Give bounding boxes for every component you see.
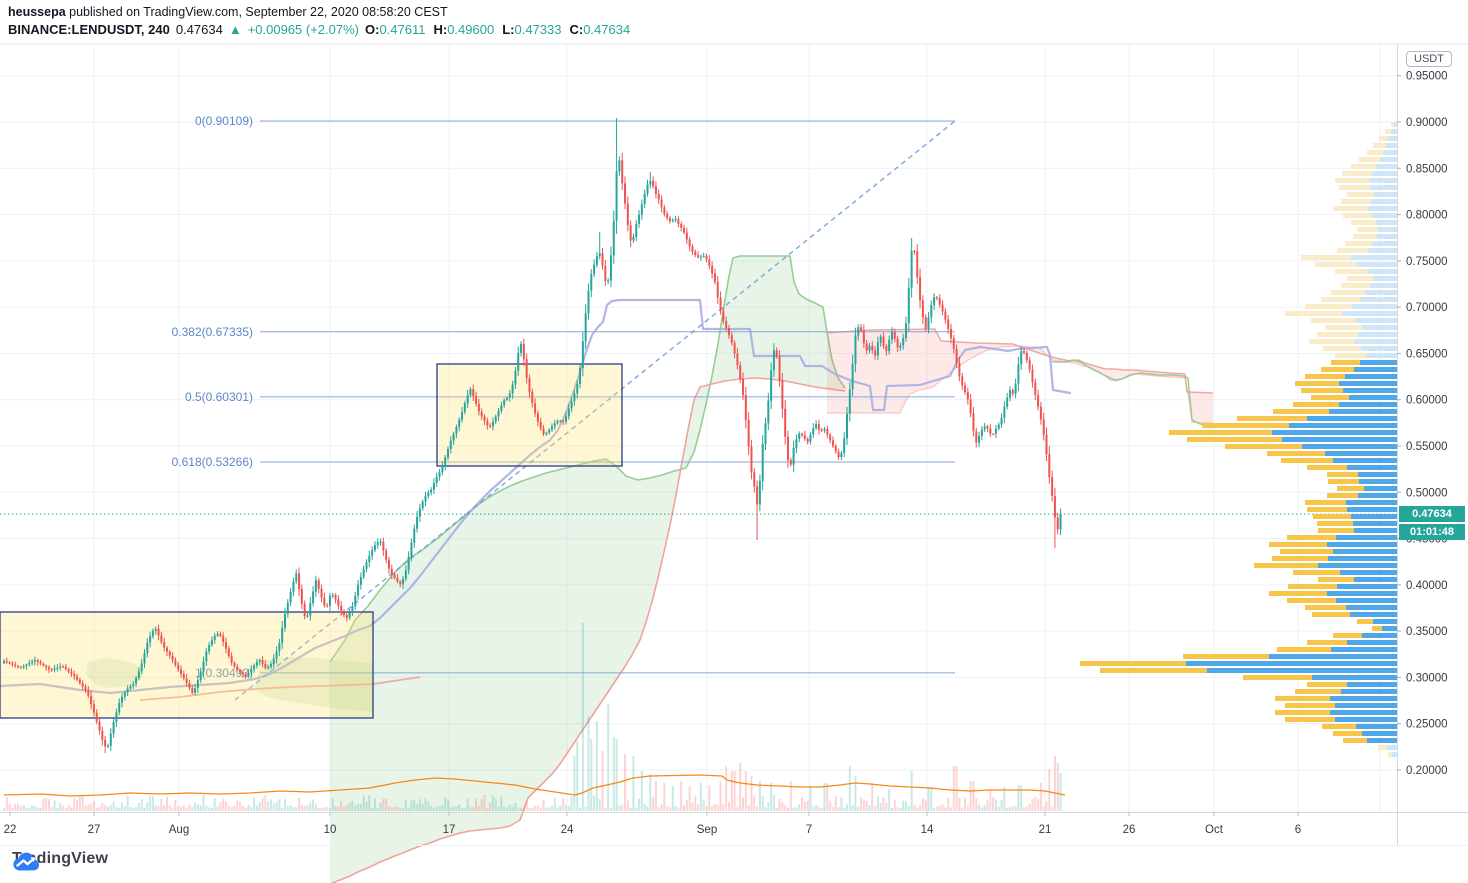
publish-info: heussepa published on TradingView.com, S… [8,4,630,21]
time-tick-label: 10 [324,824,337,836]
time-tick-label: 26 [1123,824,1136,836]
publish-text: published on TradingView.com, September … [65,5,448,19]
layer-boxes [0,363,623,719]
up-arrow-icon: ▲ [228,22,242,37]
time-tick-label: Aug [169,824,189,836]
time-tick-label: 7 [806,824,812,836]
time-tick-label: 21 [1039,824,1052,836]
svg-text:0(0.90109): 0(0.90109) [195,114,253,128]
last-price: 0.47634 [175,22,223,37]
layer-clouds [0,255,1214,883]
time-tick-label: Sep [697,824,717,836]
price-tick-label: 0.80000 [1406,210,1448,222]
currency-unit-badge: USDT [1406,51,1452,67]
ohlc-high: H:0.49600 [433,22,495,37]
ohlc-values: O:0.47611 H:0.49600 L:0.47333 C:0.47634 [365,21,630,39]
publisher-name[interactable]: heussepa [8,5,66,19]
layer-profile [1080,122,1397,757]
layer-axes: 0.95000 0.90000 0.85000 0.80000 0.75000 0.700… [0,43,1468,846]
tradingview-cloud-icon [13,852,40,871]
price-change: +0.00965 (+2.07%) [247,22,359,37]
ohlc-open: O:0.47611 [365,22,426,37]
time-tick-label: 14 [921,824,934,836]
price-tick-label: 0.25000 [1406,719,1448,731]
layer-volume [3,623,1066,811]
layer-candles [3,118,1062,753]
price-tick-label: 0.95000 [1406,71,1448,83]
svg-text:0.5(0.60301): 0.5(0.60301) [185,390,253,404]
svg-text:1(0.30493): 1(0.30493) [195,666,253,680]
tradingview-logo[interactable]: TradingView [12,850,108,871]
svg-text:0.618(0.53266): 0.618(0.53266) [172,455,253,469]
ohlc-low: L:0.47333 [502,22,562,37]
price-tick-label: 0.55000 [1406,441,1448,453]
time-tick-label: 17 [443,824,456,836]
layer-grid [0,45,1397,812]
price-tick-label: 0.35000 [1406,626,1448,638]
price-tick-label: 0.20000 [1406,765,1448,777]
price-tick-label: 0.40000 [1406,580,1448,592]
price-tick-label: 0.30000 [1406,672,1448,684]
price-tick-label: 0.70000 [1406,302,1448,314]
price-tick-label: 0.60000 [1406,395,1448,407]
bar-countdown-badge: 01:01:48 [1399,524,1465,540]
time-tick-label: 24 [561,824,574,836]
time-tick-label: Oct [1205,824,1224,836]
price-tick-label: 0.75000 [1406,256,1448,268]
ohlc-close: C:0.47634 [569,22,631,37]
layer-fib: 0(0.90109) 0.382(0.67335) 0.5(0.60301) 0.61… [172,114,955,680]
price-tick-label: 0.85000 [1406,163,1448,175]
symbol-name[interactable]: BINANCE:LENDUSDT, 240 [8,22,170,37]
svg-text:0.382(0.67335): 0.382(0.67335) [172,325,253,339]
time-tick-label: 27 [88,824,101,836]
price-tick-label: 0.90000 [1406,117,1448,129]
time-tick-label: 22 [4,824,17,836]
time-tick-label: 6 [1295,824,1301,836]
current-price-badge: 0.47634 [1399,506,1465,522]
chart-header: heussepa published on TradingView.com, S… [8,4,630,39]
price-tick-label: 0.65000 [1406,348,1448,360]
symbol-info: BINANCE:LENDUSDT, 240 0.47634 ▲ +0.00965… [8,21,630,39]
price-tick-label: 0.50000 [1406,487,1448,499]
